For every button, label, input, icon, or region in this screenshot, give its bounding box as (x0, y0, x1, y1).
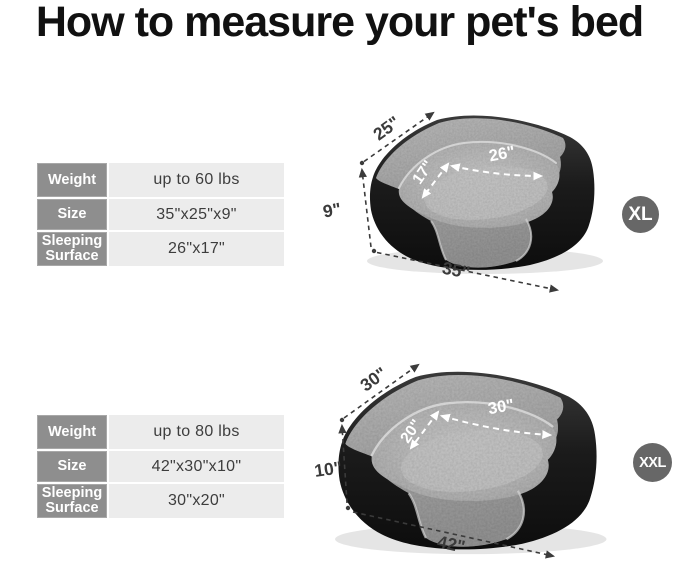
size-badge-xl: XL (622, 196, 659, 233)
table-value: up to 60 lbs (109, 163, 284, 197)
measurement-line-sleep-width (439, 413, 553, 439)
table-value: 35"x25"x9" (109, 199, 284, 230)
size-badge-xxl: XXL (633, 443, 672, 482)
measurement-line-sleep-depth (409, 410, 440, 450)
table-value: 42"x30"x10" (109, 451, 284, 482)
measurement-label-height: 9" (321, 199, 342, 222)
spec-table-xxl: Weight up to 80 lbs Size 42"x30"x10" Sle… (37, 415, 284, 518)
table-value: up to 80 lbs (109, 415, 284, 449)
bed-illustration-xxl: 30" 10" 42" 20" 30" (313, 363, 650, 559)
measurement-line-height (338, 423, 348, 504)
measurement-label-edge-width: 30" (356, 363, 390, 396)
measurement-label-sleep-width: 26" (487, 143, 516, 166)
measurement-line-sleep-width (449, 163, 544, 181)
measurement-line-base-length (352, 511, 556, 559)
measurement-line-base-length (376, 251, 560, 293)
table-label: Sleeping Surface (37, 484, 107, 518)
measurement-label-height: 10" (313, 457, 343, 481)
dim-corner-dot (371, 248, 377, 254)
table-label: Size (37, 199, 107, 230)
measurement-label-sleep-width: 30" (487, 396, 516, 418)
dim-corner-dot (345, 505, 351, 511)
measurement-label-edge-width: 25" (369, 112, 403, 145)
measurement-line-height (358, 167, 372, 248)
table-value: 30"x20" (109, 484, 284, 518)
table-label: Weight (37, 415, 107, 449)
measurement-line-edge-width (343, 363, 420, 419)
measurement-line-sleep-depth (421, 162, 450, 199)
page-title: How to measure your pet's bed (35, 0, 644, 46)
table-label: Sleeping Surface (37, 232, 107, 266)
dim-corner-dot (359, 160, 365, 166)
measurement-line-edge-width (363, 111, 435, 163)
table-label: Size (37, 451, 107, 482)
pet-bed-image (335, 372, 606, 554)
bed-illustration-xl: 25" 9" 35" 17" 26" (321, 111, 650, 293)
table-value: 26"x17" (109, 232, 284, 266)
dim-corner-dot (339, 417, 345, 423)
pet-bed-image (367, 115, 603, 274)
measurement-label-base-length: 35" (441, 258, 472, 283)
spec-table-xl: Weight up to 60 lbs Size 35"x25"x9" Slee… (37, 163, 284, 266)
table-label: Weight (37, 163, 107, 197)
